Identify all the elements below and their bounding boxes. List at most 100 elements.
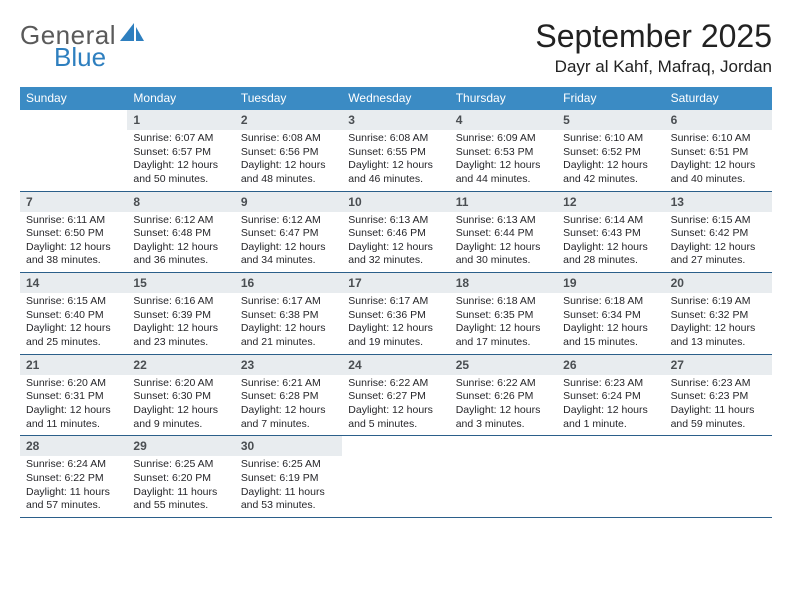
day-details: Sunrise: 6:20 AMSunset: 6:30 PMDaylight:… <box>127 375 234 432</box>
day-details: Sunrise: 6:20 AMSunset: 6:31 PMDaylight:… <box>20 375 127 432</box>
day-number: 9 <box>235 192 342 212</box>
detail-line: Daylight: 12 hours <box>563 404 658 418</box>
day-number: 26 <box>557 355 664 375</box>
day-details: Sunrise: 6:17 AMSunset: 6:36 PMDaylight:… <box>342 293 449 350</box>
logo: General Blue <box>20 18 146 70</box>
detail-line: and 34 minutes. <box>241 254 336 268</box>
detail-line: Daylight: 11 hours <box>133 486 228 500</box>
day-details: Sunrise: 6:18 AMSunset: 6:34 PMDaylight:… <box>557 293 664 350</box>
day-cell: 10Sunrise: 6:13 AMSunset: 6:46 PMDayligh… <box>342 192 449 273</box>
detail-line: Daylight: 12 hours <box>563 241 658 255</box>
day-cell: 5Sunrise: 6:10 AMSunset: 6:52 PMDaylight… <box>557 110 664 191</box>
detail-line: Daylight: 12 hours <box>241 241 336 255</box>
day-cell: 15Sunrise: 6:16 AMSunset: 6:39 PMDayligh… <box>127 273 234 354</box>
detail-line: Daylight: 11 hours <box>671 404 766 418</box>
detail-line: Sunset: 6:39 PM <box>133 309 228 323</box>
day-number: 14 <box>20 273 127 293</box>
detail-line: Sunrise: 6:23 AM <box>671 377 766 391</box>
detail-line: Sunset: 6:19 PM <box>241 472 336 486</box>
detail-line: and 53 minutes. <box>241 499 336 513</box>
day-cell: 14Sunrise: 6:15 AMSunset: 6:40 PMDayligh… <box>20 273 127 354</box>
detail-line: Sunset: 6:48 PM <box>133 227 228 241</box>
detail-line: Sunrise: 6:18 AM <box>563 295 658 309</box>
detail-line: Daylight: 12 hours <box>348 322 443 336</box>
day-number: 29 <box>127 436 234 456</box>
detail-line: and 17 minutes. <box>456 336 551 350</box>
day-details: Sunrise: 6:18 AMSunset: 6:35 PMDaylight:… <box>450 293 557 350</box>
calendar: SundayMondayTuesdayWednesdayThursdayFrid… <box>20 87 772 518</box>
day-number: 5 <box>557 110 664 130</box>
week-row: 1Sunrise: 6:07 AMSunset: 6:57 PMDaylight… <box>20 110 772 192</box>
day-number: 25 <box>450 355 557 375</box>
detail-line: Sunset: 6:57 PM <box>133 146 228 160</box>
detail-line: and 28 minutes. <box>563 254 658 268</box>
day-cell: 8Sunrise: 6:12 AMSunset: 6:48 PMDaylight… <box>127 192 234 273</box>
page: General Blue September 2025 Dayr al Kahf… <box>0 0 792 518</box>
detail-line: and 7 minutes. <box>241 418 336 432</box>
day-details: Sunrise: 6:12 AMSunset: 6:47 PMDaylight:… <box>235 212 342 269</box>
day-cell: 18Sunrise: 6:18 AMSunset: 6:35 PMDayligh… <box>450 273 557 354</box>
detail-line: Daylight: 12 hours <box>241 159 336 173</box>
day-details: Sunrise: 6:17 AMSunset: 6:38 PMDaylight:… <box>235 293 342 350</box>
detail-line: Sunrise: 6:12 AM <box>241 214 336 228</box>
detail-line: and 46 minutes. <box>348 173 443 187</box>
day-number: 15 <box>127 273 234 293</box>
day-details: Sunrise: 6:12 AMSunset: 6:48 PMDaylight:… <box>127 212 234 269</box>
day-number <box>557 436 664 442</box>
detail-line: Sunset: 6:51 PM <box>671 146 766 160</box>
detail-line: Sunset: 6:27 PM <box>348 390 443 404</box>
day-cell <box>557 436 664 517</box>
detail-line: Sunset: 6:30 PM <box>133 390 228 404</box>
day-details: Sunrise: 6:16 AMSunset: 6:39 PMDaylight:… <box>127 293 234 350</box>
day-number: 4 <box>450 110 557 130</box>
detail-line: Sunrise: 6:16 AM <box>133 295 228 309</box>
detail-line: Sunrise: 6:10 AM <box>671 132 766 146</box>
detail-line: Sunset: 6:56 PM <box>241 146 336 160</box>
detail-line: Sunrise: 6:22 AM <box>456 377 551 391</box>
detail-line: Daylight: 11 hours <box>26 486 121 500</box>
detail-line: Daylight: 12 hours <box>348 241 443 255</box>
day-details: Sunrise: 6:19 AMSunset: 6:32 PMDaylight:… <box>665 293 772 350</box>
day-number: 24 <box>342 355 449 375</box>
day-details: Sunrise: 6:15 AMSunset: 6:42 PMDaylight:… <box>665 212 772 269</box>
detail-line: Sunrise: 6:12 AM <box>133 214 228 228</box>
day-details: Sunrise: 6:14 AMSunset: 6:43 PMDaylight:… <box>557 212 664 269</box>
day-number: 27 <box>665 355 772 375</box>
detail-line: and 11 minutes. <box>26 418 121 432</box>
detail-line: and 59 minutes. <box>671 418 766 432</box>
detail-line: Sunrise: 6:17 AM <box>348 295 443 309</box>
day-number: 30 <box>235 436 342 456</box>
day-cell: 28Sunrise: 6:24 AMSunset: 6:22 PMDayligh… <box>20 436 127 517</box>
week-row: 7Sunrise: 6:11 AMSunset: 6:50 PMDaylight… <box>20 192 772 274</box>
detail-line: Daylight: 12 hours <box>456 404 551 418</box>
day-number: 16 <box>235 273 342 293</box>
day-number <box>450 436 557 442</box>
detail-line: Sunset: 6:24 PM <box>563 390 658 404</box>
detail-line: Daylight: 12 hours <box>133 322 228 336</box>
detail-line: Sunrise: 6:24 AM <box>26 458 121 472</box>
weeks: 1Sunrise: 6:07 AMSunset: 6:57 PMDaylight… <box>20 110 772 518</box>
detail-line: Sunrise: 6:25 AM <box>241 458 336 472</box>
detail-line: Sunrise: 6:23 AM <box>563 377 658 391</box>
day-details: Sunrise: 6:15 AMSunset: 6:40 PMDaylight:… <box>20 293 127 350</box>
day-number: 28 <box>20 436 127 456</box>
detail-line: Daylight: 12 hours <box>26 404 121 418</box>
day-details: Sunrise: 6:10 AMSunset: 6:51 PMDaylight:… <box>665 130 772 187</box>
detail-line: and 21 minutes. <box>241 336 336 350</box>
weekday-header: Saturday <box>665 87 772 110</box>
weekday-header: Sunday <box>20 87 127 110</box>
day-cell: 24Sunrise: 6:22 AMSunset: 6:27 PMDayligh… <box>342 355 449 436</box>
day-details: Sunrise: 6:13 AMSunset: 6:44 PMDaylight:… <box>450 212 557 269</box>
detail-line: and 36 minutes. <box>133 254 228 268</box>
detail-line: Sunset: 6:42 PM <box>671 227 766 241</box>
day-number: 3 <box>342 110 449 130</box>
day-number: 7 <box>20 192 127 212</box>
detail-line: and 23 minutes. <box>133 336 228 350</box>
day-number: 8 <box>127 192 234 212</box>
detail-line: Sunset: 6:43 PM <box>563 227 658 241</box>
day-cell: 2Sunrise: 6:08 AMSunset: 6:56 PMDaylight… <box>235 110 342 191</box>
day-number: 19 <box>557 273 664 293</box>
day-cell <box>20 110 127 191</box>
day-number: 2 <box>235 110 342 130</box>
day-cell: 9Sunrise: 6:12 AMSunset: 6:47 PMDaylight… <box>235 192 342 273</box>
